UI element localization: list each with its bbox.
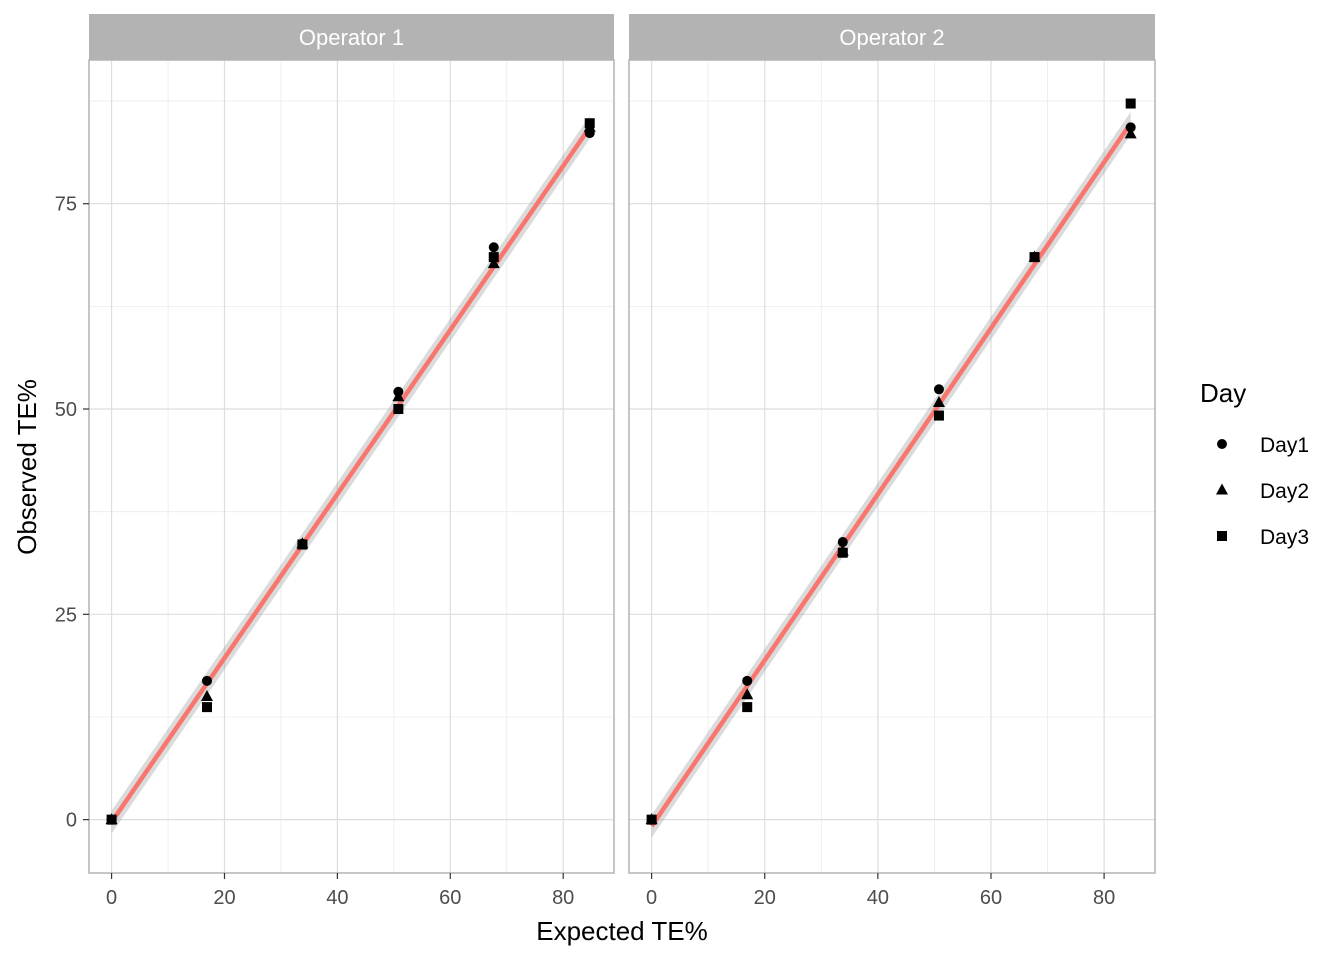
x-tick-label: 80 (552, 887, 574, 909)
point-day2 (200, 689, 213, 701)
facet-strip-label: Operator 1 (299, 25, 404, 50)
point-day2 (1124, 127, 1137, 139)
x-tick-label: 20 (213, 887, 235, 909)
point-day1 (488, 242, 499, 253)
x-tick-label: 40 (867, 887, 889, 909)
legend-key-day3 (1217, 531, 1227, 541)
x-axis-title: Expected TE% (536, 916, 708, 946)
fit-line (109, 126, 592, 824)
legend-label-day3: Day3 (1260, 526, 1309, 549)
point-day3 (646, 814, 657, 825)
point-day1 (837, 537, 848, 548)
point-day2 (487, 257, 500, 269)
point-day2 (932, 395, 945, 407)
fit-line (649, 121, 1133, 828)
point-day3 (297, 539, 308, 550)
legend-label-day2: Day2 (1260, 480, 1309, 503)
point-day3 (201, 702, 212, 713)
y-tick-label: 75 (55, 194, 77, 216)
point-day3 (106, 814, 117, 825)
point-day3 (584, 118, 595, 129)
x-tick-label: 60 (980, 887, 1002, 909)
x-tick-label: 0 (646, 887, 657, 909)
point-day1 (933, 384, 944, 395)
x-tick-label: 20 (754, 887, 776, 909)
point-day3 (393, 404, 404, 415)
point-day1 (201, 675, 212, 686)
legend-title: Day (1200, 378, 1246, 408)
x-tick-label: 0 (106, 887, 117, 909)
panel-background (629, 60, 1155, 873)
legend-key-day2 (1216, 483, 1228, 495)
point-day1 (742, 675, 753, 686)
y-axis-title: Observed TE% (12, 379, 42, 555)
legend-key-day1 (1217, 439, 1227, 449)
point-day1 (1125, 122, 1136, 133)
point-day3 (837, 547, 848, 558)
panel-1: Operator 1 0 20 40 60 80 0 25 50 75 (55, 14, 615, 909)
point-day2 (392, 390, 405, 402)
point-day3 (742, 702, 753, 713)
legend: Day Day1 Day2 Day3 (1200, 378, 1309, 549)
y-tick-label: 25 (55, 604, 77, 626)
y-tick-label: 50 (55, 399, 77, 421)
point-day3 (933, 410, 944, 421)
panel-2: Operator 2 0 20 40 60 80 (628, 14, 1156, 909)
point-day3 (1125, 98, 1136, 109)
point-day2 (741, 688, 754, 700)
panel-background (89, 60, 614, 873)
facet-strip (89, 14, 614, 60)
point-day3 (1029, 252, 1040, 263)
point-day3 (488, 252, 499, 263)
x-tick-label: 60 (439, 887, 461, 909)
x-tick-label: 80 (1093, 887, 1115, 909)
y-tick-label: 0 (66, 810, 77, 832)
x-tick-label: 40 (326, 887, 348, 909)
facet-strip-label: Operator 2 (839, 25, 944, 50)
facet-strip (629, 14, 1155, 60)
legend-label-day1: Day1 (1260, 434, 1309, 457)
